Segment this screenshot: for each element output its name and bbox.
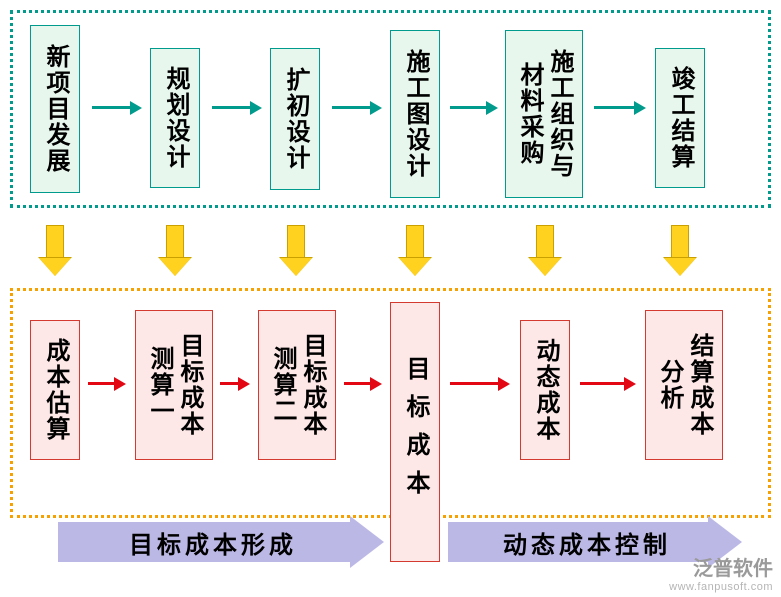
red-arrow-5: [580, 382, 630, 385]
top-node-2-label: 规划设计: [160, 66, 190, 170]
top-node-6-label: 竣工结算: [665, 66, 695, 170]
teal-arrow-1: [92, 106, 136, 109]
top-node-3-label: 扩初设计: [280, 67, 310, 171]
teal-arrow-5: [594, 106, 640, 109]
bottom-node-3-left: 测算二: [267, 346, 297, 424]
bottom-node-2: 测算一 目标成本: [135, 310, 213, 460]
bottom-node-2-left: 测算一: [144, 346, 174, 424]
bottom-node-1-label: 成本估算: [40, 338, 70, 442]
bottom-node-3-right: 目标成本: [297, 333, 327, 437]
top-node-1: 新项目发展: [30, 25, 80, 193]
down-arrow-3: [283, 225, 309, 275]
bottom-node-5-label: 动态成本: [530, 338, 560, 442]
down-arrow-5: [532, 225, 558, 275]
teal-arrow-3: [332, 106, 376, 109]
bottom-node-5: 动态成本: [520, 320, 570, 460]
top-node-5-right: 施工组织与: [544, 49, 574, 179]
top-node-3: 扩初设计: [270, 48, 320, 190]
bottom-node-1: 成本估算: [30, 320, 80, 460]
top-node-2: 规划设计: [150, 48, 200, 188]
top-node-5: 材料采购 施工组织与: [505, 30, 583, 198]
red-arrow-4: [450, 382, 504, 385]
bottom-node-2-right: 目标成本: [174, 333, 204, 437]
down-arrow-1: [42, 225, 68, 275]
top-node-6: 竣工结算: [655, 48, 705, 188]
bottom-node-4-label: 目标成本: [400, 356, 430, 508]
red-arrow-3: [344, 382, 376, 385]
big-arrow-2-label: 动态成本控制: [503, 525, 671, 560]
teal-arrow-4: [450, 106, 492, 109]
down-arrow-6: [667, 225, 693, 275]
watermark: 泛普软件 www.fanpusoft.com: [669, 552, 773, 593]
big-arrow-1: 目标成本形成: [58, 516, 384, 568]
bottom-node-3: 测算二 目标成本: [258, 310, 336, 460]
top-node-1-label: 新项目发展: [40, 44, 70, 174]
down-arrow-2: [162, 225, 188, 275]
watermark-main: 泛普软件: [669, 552, 773, 581]
bottom-node-6-left: 分析: [654, 359, 684, 411]
red-arrow-2: [220, 382, 244, 385]
red-arrow-1: [88, 382, 120, 385]
bottom-node-6: 分析 结算成本: [645, 310, 723, 460]
bottom-node-4: 目标成本: [390, 302, 440, 562]
teal-arrow-2: [212, 106, 256, 109]
bottom-node-6-right: 结算成本: [684, 333, 714, 437]
watermark-sub: www.fanpusoft.com: [669, 581, 773, 593]
down-arrow-4: [402, 225, 428, 275]
top-node-5-left: 材料采购: [514, 62, 544, 166]
big-arrow-1-label: 目标成本形成: [129, 525, 297, 560]
top-node-4-label: 施工图设计: [400, 49, 430, 179]
top-node-4: 施工图设计: [390, 30, 440, 198]
